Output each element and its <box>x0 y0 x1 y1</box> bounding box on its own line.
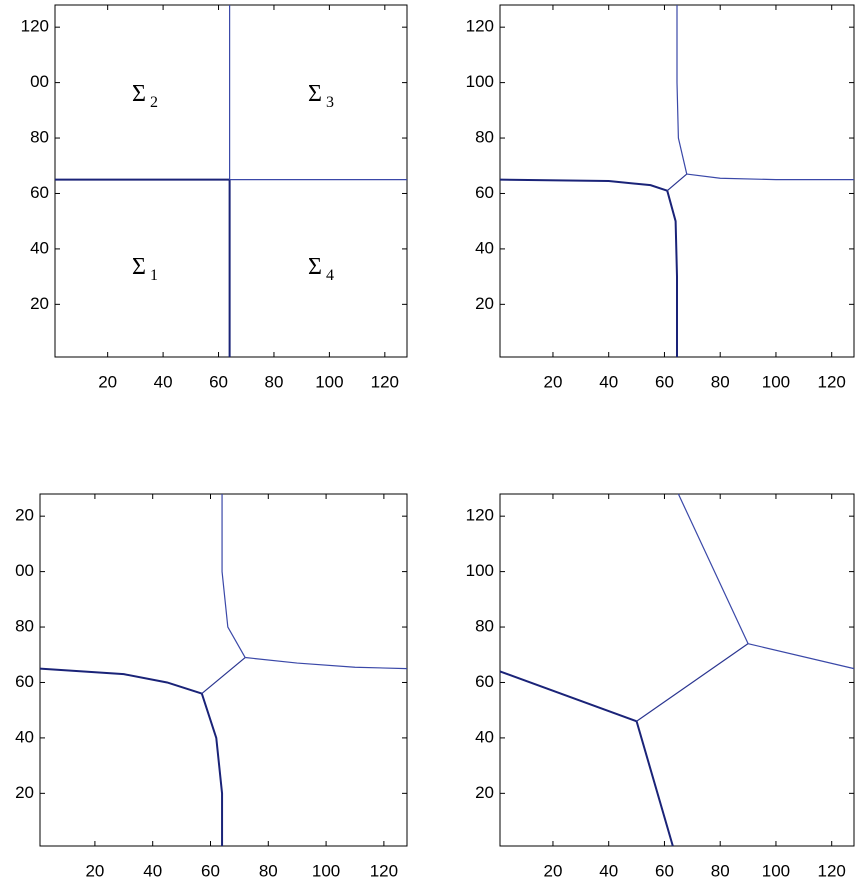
y-tick-label: 80 <box>475 128 494 147</box>
region-symbol: Σ <box>308 81 322 107</box>
x-tick-label: 40 <box>599 861 618 880</box>
boundary-curve <box>666 173 688 192</box>
y-tick-label: 40 <box>475 727 494 746</box>
y-tick-label: 40 <box>15 727 34 746</box>
region-index: 4 <box>326 267 334 284</box>
x-tick-label: 60 <box>201 861 220 880</box>
y-tick-label: 20 <box>475 783 494 802</box>
region-symbol: Σ <box>132 81 146 107</box>
boundary-curve <box>747 643 855 670</box>
plot-area <box>54 4 408 358</box>
y-tick-label: 80 <box>475 617 494 636</box>
x-tick-label: 80 <box>264 372 283 391</box>
x-tick-label: 40 <box>599 372 618 391</box>
x-tick-label: 120 <box>370 861 398 880</box>
y-tick-label: 100 <box>466 561 494 580</box>
x-tick-label: 80 <box>711 861 730 880</box>
x-tick-label: 100 <box>312 861 340 880</box>
boundary-curve <box>676 5 688 175</box>
x-tick-label: 20 <box>98 372 117 391</box>
x-tick-label: 80 <box>259 861 278 880</box>
boundary-curve <box>499 670 637 723</box>
x-tick-label: 40 <box>143 861 162 880</box>
boundary-curve <box>686 173 854 181</box>
boundary-curve <box>200 693 224 846</box>
x-tick-label: 120 <box>818 861 846 880</box>
boundary-curve <box>677 493 749 644</box>
region-index: 3 <box>326 94 334 111</box>
x-tick-label: 100 <box>762 861 790 880</box>
x-tick-label: 60 <box>209 372 228 391</box>
x-tick-label: 120 <box>818 372 846 391</box>
y-tick-label: 20 <box>30 294 49 313</box>
x-tick-label: 120 <box>371 372 399 391</box>
y-tick-label: 60 <box>30 183 49 202</box>
x-tick-label: 60 <box>655 372 674 391</box>
boundary-curve <box>666 190 678 357</box>
y-tick-label: 80 <box>30 128 49 147</box>
y-tick-label: 20 <box>15 783 34 802</box>
y-tick-label: 80 <box>15 617 34 636</box>
y-tick-label: 60 <box>15 672 34 691</box>
x-tick-label: 80 <box>711 372 730 391</box>
x-tick-label: 20 <box>85 861 104 880</box>
y-tick-label: 40 <box>30 238 49 257</box>
boundary-curve <box>245 656 408 670</box>
y-tick-label: 20 <box>475 294 494 313</box>
boundary-curve <box>499 178 668 192</box>
y-tick-label: 120 <box>21 17 49 36</box>
y-tick-label: 20 <box>15 506 34 525</box>
y-tick-label: 00 <box>30 72 49 91</box>
x-tick-label: 40 <box>154 372 173 391</box>
region-symbol: Σ <box>308 254 322 280</box>
x-tick-label: 20 <box>543 372 562 391</box>
plot-area <box>499 493 855 847</box>
boundary-curve <box>636 643 749 722</box>
boundary-curve <box>635 720 674 847</box>
y-tick-label: 100 <box>466 72 494 91</box>
region-symbol: Σ <box>132 254 146 280</box>
region-index: 2 <box>150 94 158 111</box>
plot-area <box>39 493 408 847</box>
x-tick-label: 100 <box>315 372 343 391</box>
y-tick-label: 40 <box>475 238 494 257</box>
x-tick-label: 100 <box>762 372 790 391</box>
y-tick-label: 60 <box>475 183 494 202</box>
y-tick-label: 00 <box>15 561 34 580</box>
y-tick-label: 60 <box>475 672 494 691</box>
y-tick-label: 120 <box>466 506 494 525</box>
y-tick-label: 120 <box>466 17 494 36</box>
region-index: 1 <box>150 267 158 284</box>
x-tick-label: 20 <box>543 861 562 880</box>
boundary-curve <box>221 494 246 658</box>
x-tick-label: 60 <box>655 861 674 880</box>
boundary-curve <box>201 657 246 695</box>
boundary-curve <box>39 667 203 695</box>
